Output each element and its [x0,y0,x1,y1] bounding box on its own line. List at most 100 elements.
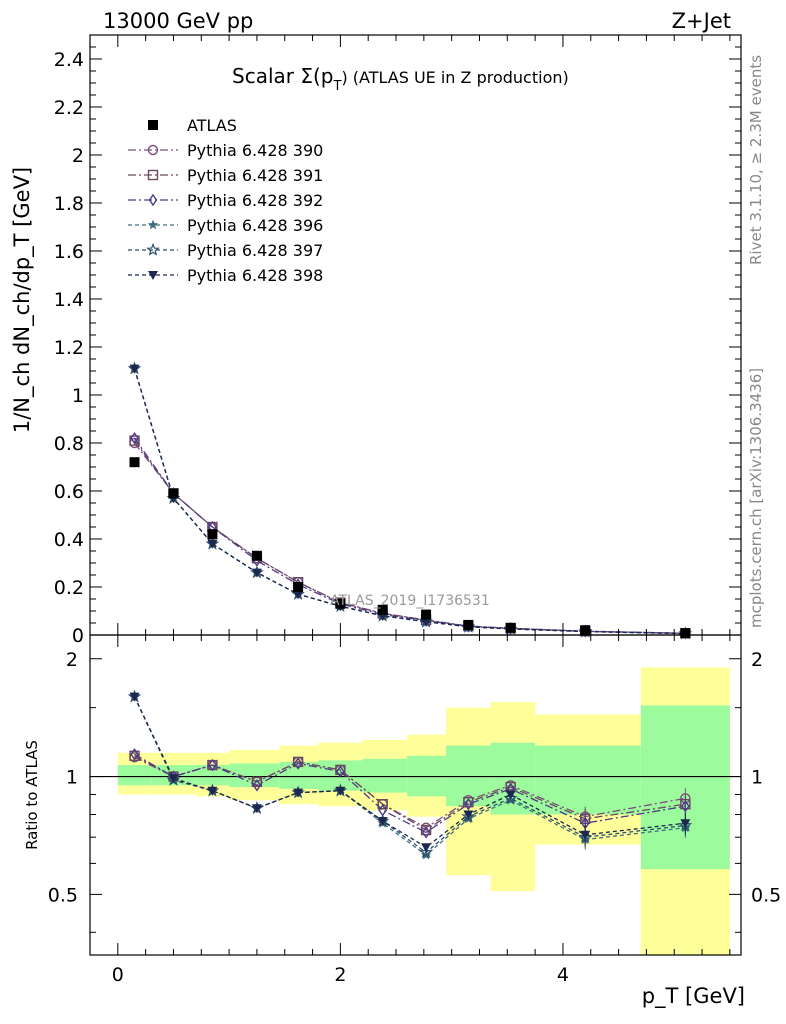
legend-marker [148,193,158,207]
y-tick-label: 0.6 [54,481,84,503]
ratio-y-axis-label: Ratio to ATLAS [23,740,41,850]
ratio-tick-label: 2 [66,649,78,671]
legend-marker [146,242,160,256]
band-inner [640,705,730,870]
data-point [580,625,591,636]
data-point [293,590,304,600]
watermark: ATLAS_2019_I1736531 [330,593,490,609]
legend-marker [147,169,159,181]
ratio-series-pythia-6-428-398 [129,692,691,853]
ratio-point [421,843,432,853]
legend-marker [148,271,158,280]
ratio-series-line [134,756,686,829]
y-tick-label: 1 [72,385,84,407]
legend-label: Pythia 6.428 390 [187,141,323,160]
ratio-point [464,797,473,811]
data-point [129,364,140,374]
ratio-point [336,765,345,778]
legend-marker [148,120,158,130]
legend-label: Pythia 6.428 396 [187,216,323,235]
ratio-point [505,790,516,800]
y-tick-label: 2 [72,145,84,167]
series-layer [127,361,693,640]
ratio-point [463,810,474,820]
data-point [168,488,179,499]
ratio-point [419,845,433,859]
data-point [505,622,516,633]
ratio-point [251,776,263,787]
ratio-tick-label-right: 2 [751,649,763,671]
ratio-series-line [134,753,686,834]
series-line [133,368,686,635]
ratio-point [252,779,262,792]
legend-item-pythia-6-428-391: Pythia 6.428 391 [128,166,323,185]
ratio-point [293,757,303,770]
data-point [680,628,691,639]
data-point [207,539,218,549]
band-inner [229,763,280,788]
ratio-frame [89,634,742,956]
ratio-point [377,816,388,826]
y-tick-label: 0.8 [54,433,84,455]
legend-item-pythia-6-428-396: Pythia 6.428 396 [128,216,323,235]
ratio-point [293,788,304,798]
series-line [133,437,686,634]
header-left: 13000 GeV pp [103,9,253,33]
legend-item-pythia-6-428-398: Pythia 6.428 398 [128,266,323,285]
data-point [377,604,388,615]
band-inner [362,758,408,793]
legend-marker [147,219,159,230]
legend-label: Pythia 6.428 391 [187,166,323,185]
data-point [251,568,262,578]
data-point [421,617,432,627]
legend: ATLAS Pythia 6.428 390 Pythia 6.428 391 Pyt… [128,116,323,285]
legend-label: Pythia 6.428 392 [187,191,323,210]
band-inner [195,765,230,786]
ratio-point [377,798,388,810]
chart-title: Scalar Σ(pT) (ATLAS UE in Z production) [232,64,569,94]
y-tick-label: 1.2 [54,337,84,359]
ratio-series-layer [127,689,693,860]
ratio-tick-label-right: 0.5 [751,884,781,906]
data-point [130,431,139,445]
side-label-mcplots: mcplots.cern.ch [arXiv:1306.3436] [747,368,765,628]
data-point [207,529,218,540]
x-tick-label: 2 [334,964,346,986]
legend-item-pythia-6-428-390: Pythia 6.428 390 [128,141,323,160]
y-tick-label: 1.8 [54,193,84,215]
y-tick-label: 2.2 [54,97,84,119]
legend-item-atlas: ATLAS [148,116,237,135]
side-label-rivet: Rivet 3.1.10, ≥ 2.3M events [747,55,765,265]
legend-label: ATLAS [187,116,237,135]
ratio-point [335,786,346,796]
ratio-point [130,748,139,761]
y-tick-label: 0 [72,625,84,647]
data-point [129,435,140,446]
legend-label: Pythia 6.428 398 [187,266,323,285]
y-tick-label: 0.4 [54,529,84,551]
ratio-tick-label: 1 [66,767,78,789]
y-tick-label: 0.2 [54,577,84,599]
data-point [251,550,262,561]
legend-item-pythia-6-428-397: Pythia 6.428 397 [128,241,323,260]
header-right: Z+Jet [672,9,731,33]
ratio-point [129,692,140,702]
series-atlas [129,457,691,639]
ratio-point [208,758,217,772]
ratio-point [251,804,262,814]
ratio-point [168,774,179,784]
y-axis-label: 1/N_ch dN_ch/dp_T [GeV] [10,167,35,433]
ratio-point [421,826,431,839]
legend-marker [147,144,159,156]
ratio-tick-label: 0.5 [48,884,78,906]
x-tick-label: 0 [112,964,124,986]
ratio-point [505,794,516,805]
y-tick-label: 2.4 [54,49,84,71]
ratio-tick-label-right: 1 [751,767,763,789]
y-tick-label: 1.6 [54,241,84,263]
data-point [421,609,432,620]
x-tick-label: 4 [557,964,569,986]
legend-item-pythia-6-428-392: Pythia 6.428 392 [128,191,323,210]
data-point [129,457,140,468]
